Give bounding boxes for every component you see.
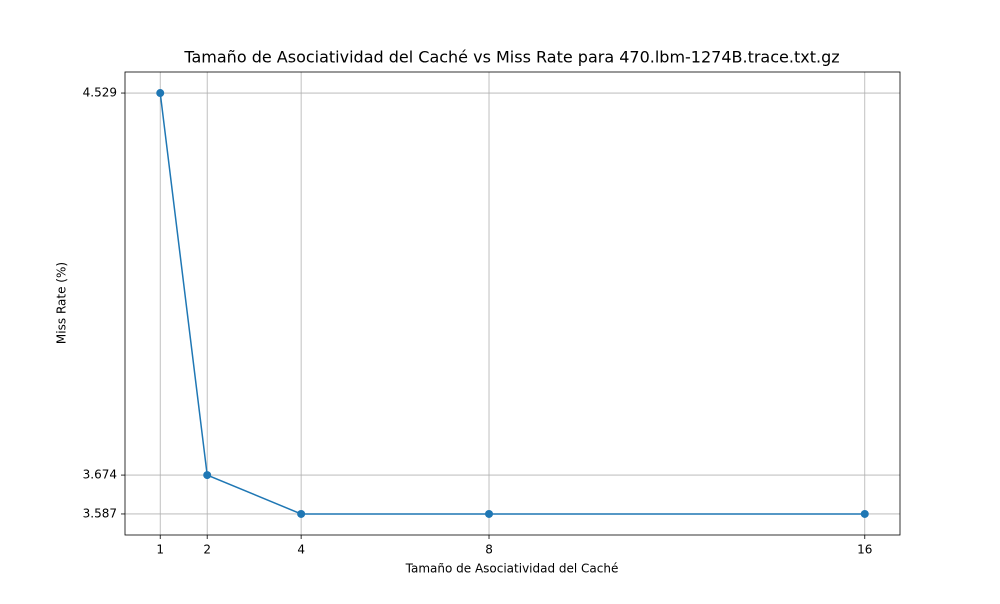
- data-point: [297, 509, 306, 518]
- x-axis-label: Tamaño de Asociatividad del Caché: [405, 562, 619, 576]
- x-tick-label: 1: [156, 543, 164, 557]
- data-point: [156, 89, 165, 98]
- x-tick-label: 2: [203, 543, 211, 557]
- x-tick-label: 8: [485, 543, 493, 557]
- data-point: [203, 471, 212, 480]
- data-point: [860, 509, 869, 518]
- chart-title: Tamaño de Asociatividad del Caché vs Mis…: [183, 48, 839, 67]
- plot-frame: [124, 71, 901, 536]
- x-tick-label: 16: [857, 543, 872, 557]
- y-tick-label: 3.587: [83, 506, 117, 520]
- y-axis-label: Miss Rate (%): [55, 262, 69, 344]
- y-tick-label: 3.674: [83, 468, 117, 482]
- data-point: [485, 509, 494, 518]
- series-line: [159, 92, 865, 515]
- y-tick-label: 4.529: [83, 86, 117, 100]
- x-tick-label: 4: [297, 543, 305, 557]
